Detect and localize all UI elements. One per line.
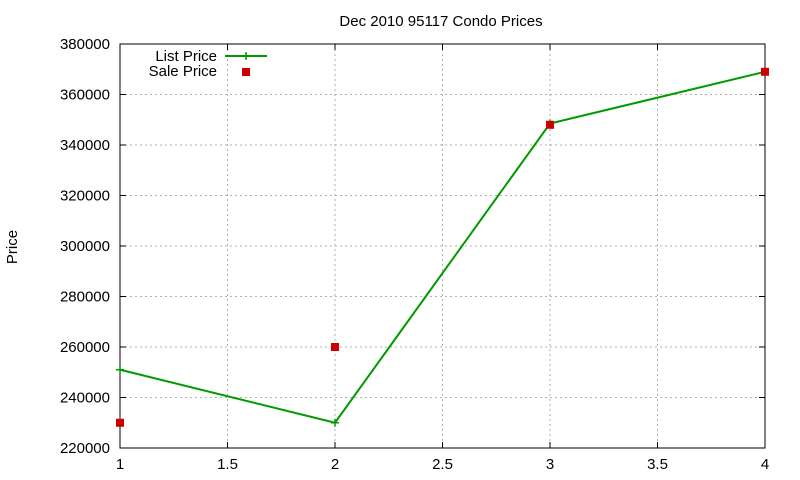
sale-price-point: [546, 120, 554, 129]
x-tick-label: 2: [331, 456, 339, 473]
sale-price-point: [331, 343, 339, 351]
axis-ticks: 220000 240000 260000 280000 300000 320000 3400…: [60, 36, 769, 473]
y-tick-label: 320000: [60, 188, 110, 205]
y-tick-label: 280000: [60, 289, 110, 306]
x-tick-label: 1.5: [217, 456, 238, 473]
y-axis-label: Price: [4, 230, 21, 264]
x-tick-label: 2.5: [432, 456, 453, 473]
list-price-point: [331, 418, 339, 427]
y-tick-label: 300000: [60, 238, 110, 255]
y-tick-label: 340000: [60, 137, 110, 154]
legend-label-list-price: List Price: [155, 48, 217, 65]
y-tick-label: 360000: [60, 87, 110, 104]
list-price-point: [116, 365, 124, 374]
y-tick-label: 380000: [60, 36, 110, 53]
sale-price-point: [116, 418, 124, 427]
y-tick-label: 260000: [60, 339, 110, 356]
y-tick-label: 220000: [60, 440, 110, 457]
list-price-line: [119, 70, 766, 424]
legend-label-sale-price: Sale Price: [149, 63, 217, 80]
x-tick-label: 3.5: [647, 456, 668, 473]
x-tick-label: 1: [116, 456, 124, 473]
grid: [120, 44, 765, 448]
y-tick-label: 240000: [60, 390, 110, 407]
legend-marker-list-price: [242, 52, 250, 60]
series-sale-price: [116, 67, 769, 427]
chart-title: Dec 2010 95117 Condo Prices: [339, 13, 542, 30]
x-tick-label: 3: [546, 456, 554, 473]
series-layer: [116, 67, 769, 427]
legend-swatch-sale-price: [242, 68, 250, 76]
x-tick-label: 4: [761, 456, 769, 473]
sale-price-point: [761, 67, 769, 76]
